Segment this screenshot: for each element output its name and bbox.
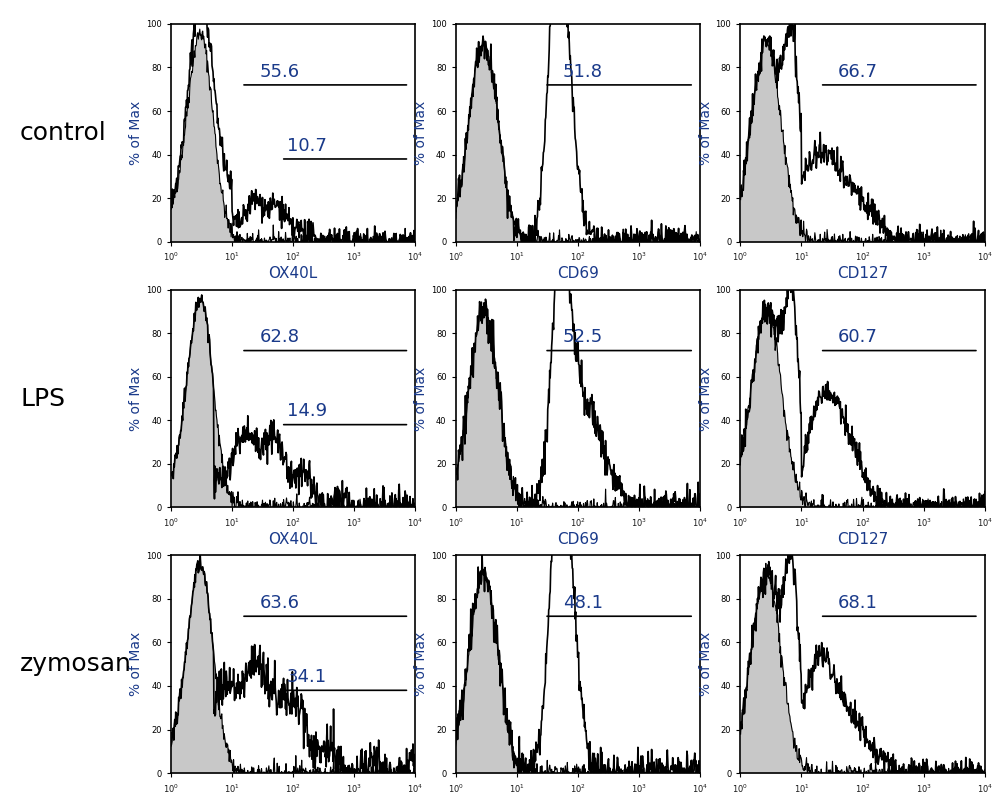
Text: 10.7: 10.7 — [287, 136, 327, 155]
X-axis label: OX40L: OX40L — [268, 532, 318, 547]
Text: 34.1: 34.1 — [287, 668, 328, 686]
Text: 55.6: 55.6 — [259, 62, 299, 80]
X-axis label: CD127: CD127 — [837, 266, 888, 281]
X-axis label: CD69: CD69 — [557, 266, 599, 281]
Text: 48.1: 48.1 — [563, 594, 603, 612]
Text: 66.7: 66.7 — [838, 62, 878, 80]
Text: 63.6: 63.6 — [259, 594, 299, 612]
Text: 52.5: 52.5 — [563, 328, 603, 346]
Text: 51.8: 51.8 — [563, 62, 603, 80]
Y-axis label: % of Max: % of Max — [130, 100, 144, 165]
X-axis label: CD127: CD127 — [837, 532, 888, 547]
Text: control: control — [20, 121, 107, 145]
Y-axis label: % of Max: % of Max — [698, 100, 713, 165]
Text: 14.9: 14.9 — [287, 402, 328, 420]
Y-axis label: % of Max: % of Max — [414, 367, 428, 430]
Y-axis label: % of Max: % of Max — [698, 367, 713, 430]
Text: 68.1: 68.1 — [838, 594, 878, 612]
Text: 62.8: 62.8 — [259, 328, 299, 346]
Text: LPS: LPS — [20, 387, 65, 410]
Y-axis label: % of Max: % of Max — [414, 632, 428, 697]
X-axis label: OX40L: OX40L — [268, 266, 318, 281]
Text: zymosan: zymosan — [20, 652, 132, 676]
X-axis label: CD69: CD69 — [557, 532, 599, 547]
Y-axis label: % of Max: % of Max — [414, 100, 428, 165]
Y-axis label: % of Max: % of Max — [130, 367, 144, 430]
Y-axis label: % of Max: % of Max — [130, 632, 144, 697]
Y-axis label: % of Max: % of Max — [698, 632, 713, 697]
Text: 60.7: 60.7 — [838, 328, 878, 346]
